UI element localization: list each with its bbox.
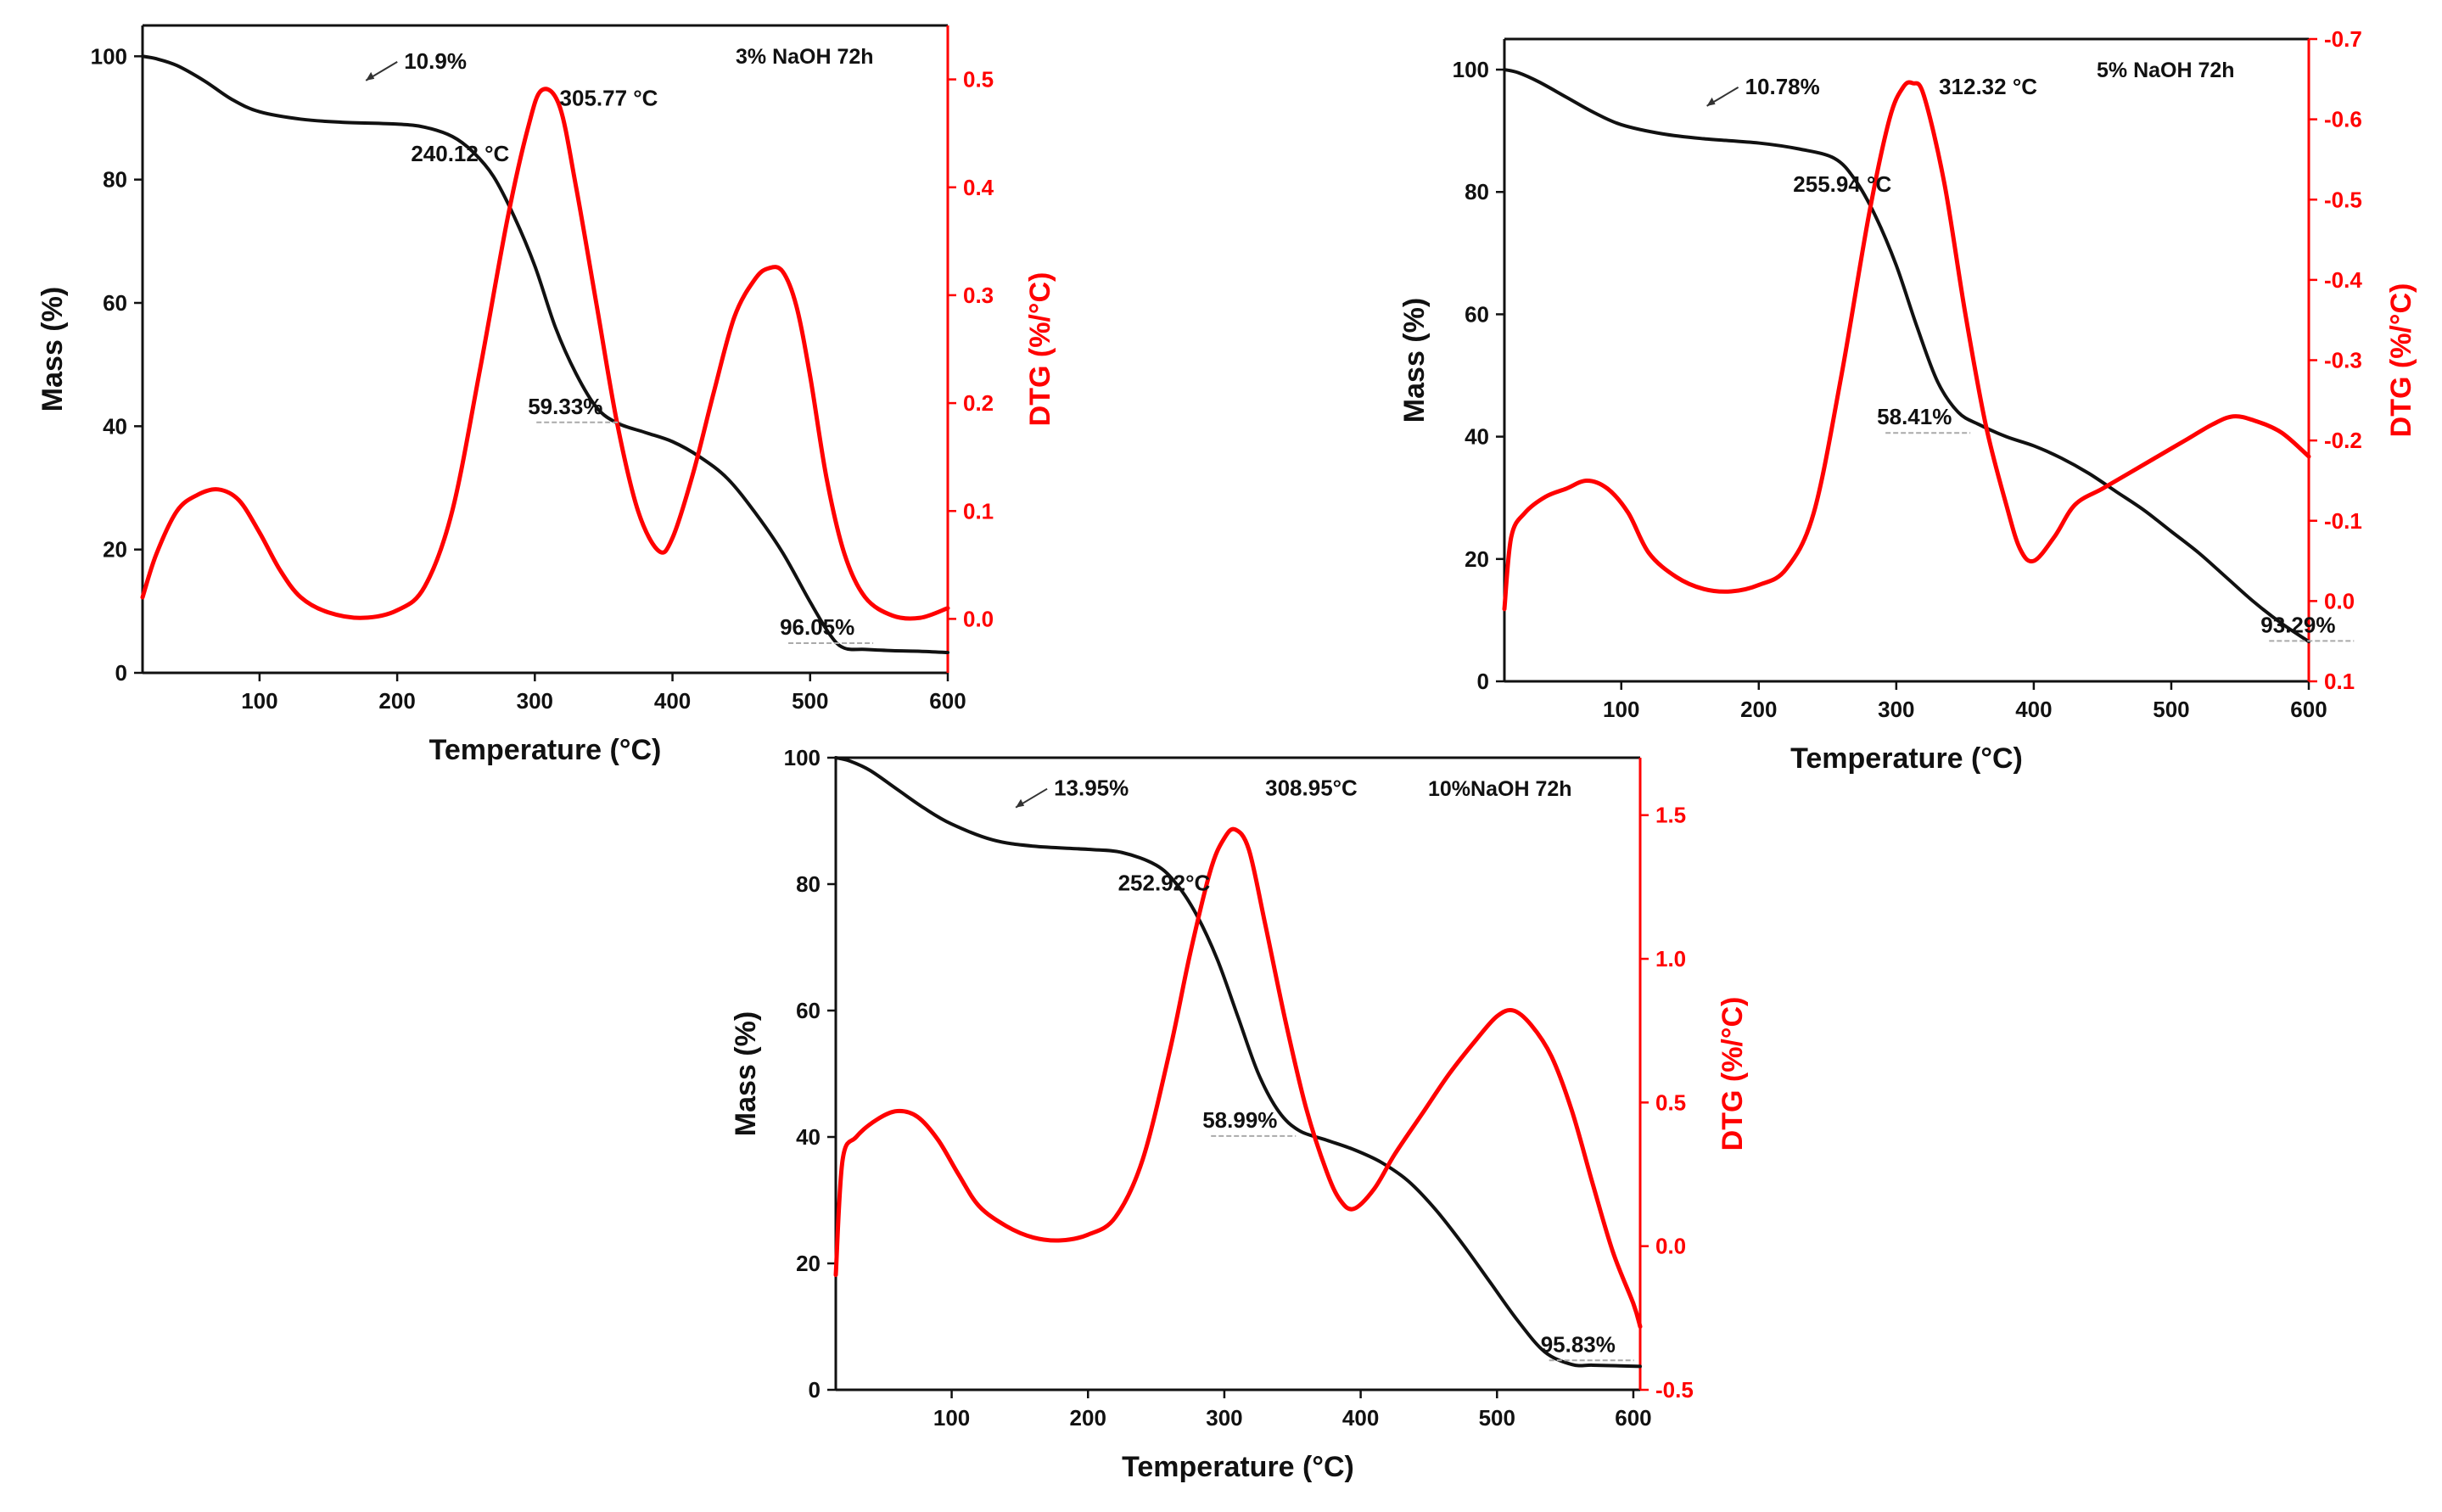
y-tick-label: 80 xyxy=(796,871,821,897)
y2-tick-label: 1.0 xyxy=(1655,946,1686,972)
annotation-label: 58.41% xyxy=(1877,404,1952,429)
x-tick-label: 100 xyxy=(933,1405,970,1431)
y-axis-title: Mass (%) xyxy=(36,287,69,412)
annotation-label: 93.29% xyxy=(2260,612,2335,637)
y2-tick-label: -0.3 xyxy=(2324,348,2362,373)
x-tick-label: 600 xyxy=(2290,697,2327,722)
x-tick-label: 500 xyxy=(1479,1405,1515,1431)
y2-tick-label: -0.2 xyxy=(2324,428,2362,453)
y2-tick-label: 1.5 xyxy=(1655,803,1686,828)
y-tick-label: 60 xyxy=(103,290,127,316)
annotation-label: 308.95°C xyxy=(1265,776,1358,801)
mass-curve xyxy=(141,54,949,655)
annotation-label: 240.12 °C xyxy=(411,141,509,166)
y-tick-label: 40 xyxy=(103,413,127,439)
y-tick-label: 0 xyxy=(115,660,127,686)
y-tick-label: 20 xyxy=(796,1251,821,1276)
dtg-curve xyxy=(1502,80,2311,612)
x-tick-label: 200 xyxy=(1070,1405,1106,1431)
dtg-curve xyxy=(833,826,1643,1329)
chart-panel-2: 100 200 300 400 500 600 0 20 40 60 80 100 0.1 0.0 -0.1… xyxy=(1398,26,2417,775)
y2-tick-label: -0.7 xyxy=(2324,26,2362,52)
chart-panel-3: 100 200 300 400 500 600 0 20 40 60 80 100 -0.5 0.0 0.5… xyxy=(730,745,1749,1483)
y2-tick-label: -0.6 xyxy=(2324,107,2362,132)
y-tick-label: 100 xyxy=(784,745,821,770)
y-tick-label: 0 xyxy=(809,1377,821,1403)
y-tick-label: 60 xyxy=(1465,301,1489,327)
x-tick-label: 400 xyxy=(1342,1405,1379,1431)
x-tick-label: 200 xyxy=(1740,697,1777,722)
x-axis-title: Temperature (°C) xyxy=(429,734,662,766)
y-axis-title: Mass (%) xyxy=(730,1011,762,1136)
y2-tick-label: -0.5 xyxy=(2324,187,2362,212)
annotation-label: 95.83% xyxy=(1541,1331,1616,1357)
dtg-curve xyxy=(140,87,950,621)
x-tick-label: 300 xyxy=(517,688,553,714)
x-tick-label: 200 xyxy=(378,688,415,714)
panel-title: 5% NaOH 72h xyxy=(2097,59,2235,82)
y-tick-label: 0 xyxy=(1477,669,1489,694)
y-tick-label: 80 xyxy=(1465,179,1489,204)
y2-tick-label: -0.4 xyxy=(2324,267,2362,293)
x-tick-label: 100 xyxy=(1603,697,1639,722)
y2-tick-label: 0.0 xyxy=(2324,588,2355,613)
y2-tick-label: 0.1 xyxy=(2324,669,2355,694)
annotation-label: 13.95% xyxy=(1054,776,1129,801)
x-tick-label: 300 xyxy=(1878,697,1914,722)
annotation-label: 252.92°C xyxy=(1118,870,1211,895)
arrow-head xyxy=(366,71,375,81)
y-tick-label: 40 xyxy=(796,1124,821,1150)
arrow-head xyxy=(1706,97,1716,106)
x-tick-label: 600 xyxy=(1615,1405,1651,1431)
annotation-label: 312.32 °C xyxy=(1939,74,2037,99)
y2-tick-label: 0.1 xyxy=(963,498,994,524)
y2-tick-label: -0.1 xyxy=(2324,508,2362,534)
y-tick-label: 80 xyxy=(103,167,127,193)
x-tick-label: 500 xyxy=(792,688,828,714)
x-tick-label: 100 xyxy=(241,688,277,714)
y2-tick-label: -0.5 xyxy=(1655,1377,1694,1403)
y-tick-label: 100 xyxy=(1453,57,1489,82)
x-tick-label: 500 xyxy=(2153,697,2189,722)
x-axis-title: Temperature (°C) xyxy=(1122,1451,1354,1483)
y-tick-label: 20 xyxy=(103,537,127,563)
annotation-label: 305.77 °C xyxy=(560,85,658,110)
y2-tick-label: 0.4 xyxy=(963,175,994,200)
y-tick-label: 20 xyxy=(1465,546,1489,572)
y2-axis-title: DTG (%/°C) xyxy=(1717,997,1749,1151)
arrow-head xyxy=(1016,798,1025,808)
annotation-label: 96.05% xyxy=(780,614,854,640)
x-tick-label: 600 xyxy=(929,688,966,714)
annotation-label: 255.94 °C xyxy=(1793,171,1891,197)
annotation-label: 59.33% xyxy=(528,394,602,419)
chart-panel-1: 100 200 300 400 500 600 0 20 40 60 80 100 0.0 0.1 0.2 0… xyxy=(36,24,1056,766)
y2-tick-label: 0.5 xyxy=(963,67,994,92)
x-tick-label: 400 xyxy=(2015,697,2052,722)
y-axis-title: Mass (%) xyxy=(1398,298,1431,423)
y-tick-label: 40 xyxy=(1465,424,1489,450)
y-tick-label: 60 xyxy=(796,998,821,1023)
y2-tick-label: 0.0 xyxy=(1655,1234,1686,1259)
annotation-label: 10.78% xyxy=(1745,74,1820,99)
mass-curve xyxy=(834,756,1642,1369)
y2-tick-label: 0.5 xyxy=(1655,1089,1686,1115)
y2-axis-title: DTG (%/°C) xyxy=(2385,283,2417,438)
panel-title: 3% NaOH 72h xyxy=(736,45,874,69)
panel-title: 10%NaOH 72h xyxy=(1428,777,1572,801)
mass-curve xyxy=(1503,68,2310,644)
y2-tick-label: 0.2 xyxy=(963,390,994,416)
x-tick-label: 400 xyxy=(654,688,691,714)
annotation-label: 58.99% xyxy=(1202,1107,1277,1133)
y2-tick-label: 0.0 xyxy=(963,606,994,631)
y-tick-label: 100 xyxy=(91,43,127,69)
y2-tick-label: 0.3 xyxy=(963,283,994,308)
x-tick-label: 300 xyxy=(1206,1405,1242,1431)
y2-axis-title: DTG (%/°C) xyxy=(1024,272,1056,427)
x-axis-title: Temperature (°C) xyxy=(1790,742,2023,775)
annotation-label: 10.9% xyxy=(404,48,467,74)
